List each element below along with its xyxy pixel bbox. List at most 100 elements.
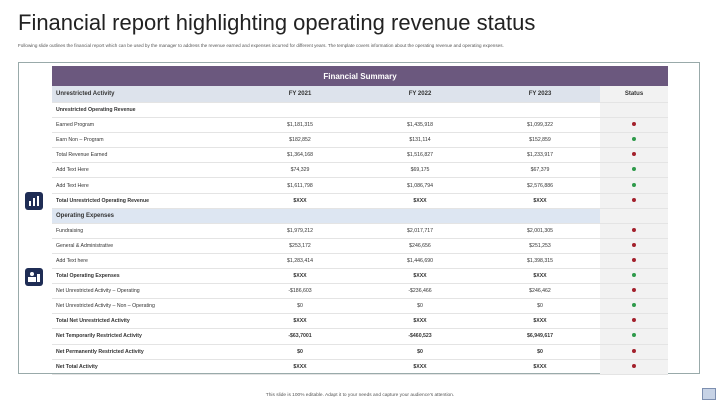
cell: [480, 208, 600, 224]
row-label: Operating Expenses: [52, 208, 240, 224]
status-dot: [632, 122, 637, 127]
cell: [360, 102, 480, 119]
row-label: Net Unrestricted Activity – Non – Operat…: [52, 298, 240, 315]
row-label: Net Unrestricted Activity – Operating: [52, 283, 240, 300]
people-icon: [25, 268, 43, 286]
cell: $1,979,212: [240, 223, 360, 239]
status-cell: [600, 193, 669, 209]
table-row: Total Revenue Earned $1,364,168 $1,516,827…: [52, 147, 669, 164]
nav-button[interactable]: [702, 388, 716, 400]
cell: $0: [240, 298, 360, 315]
status-cell: [600, 132, 669, 149]
row-label: Add Text here: [52, 253, 240, 270]
cell: $XXX: [360, 193, 480, 209]
status-dot: [632, 182, 637, 187]
status-dot: [632, 318, 637, 323]
status-cell: [600, 344, 669, 360]
cell: $XXX: [240, 359, 360, 375]
table-row: Earn Non – Program $182,852 $131,114 $152,8…: [52, 132, 669, 149]
cell: $2,001,305: [480, 223, 600, 239]
status-cell: [600, 253, 669, 270]
cell: $251,253: [480, 238, 600, 254]
row-label: Total Operating Expenses: [52, 268, 240, 285]
cell: $1,086,794: [360, 177, 480, 194]
status-dot: [632, 137, 637, 142]
table-row: Add Text Here $1,611,798 $1,086,794 $2,576,…: [52, 177, 669, 194]
row-label: Add Text Here: [52, 177, 240, 194]
table-row: Net Temporarily Restricted Activity -$63,…: [52, 328, 669, 345]
caption-row: Financial Summary: [52, 66, 669, 86]
cell: [480, 102, 600, 119]
cell: $6,949,617: [480, 328, 600, 345]
row-label: Net Total Activity: [52, 359, 240, 375]
chart-icon: [25, 192, 43, 210]
cell: $1,446,690: [360, 253, 480, 270]
status-cell: [600, 298, 669, 315]
cell: $67,379: [480, 162, 600, 179]
cell: $1,435,918: [360, 117, 480, 134]
cell: $XXX: [360, 268, 480, 285]
row-label: Net Temporarily Restricted Activity: [52, 328, 240, 345]
status-dot: [632, 273, 637, 278]
cell: -$63,7001: [240, 328, 360, 345]
footer-note: This slide is 100% editable. Adapt it to…: [265, 393, 455, 398]
status-cell: [600, 313, 669, 330]
table-row: Total Operating Expenses $XXX $XXX $XXX: [52, 268, 669, 285]
status-cell: [600, 208, 669, 224]
table-row: General & Administrative $253,172 $246,656…: [52, 238, 669, 254]
status-cell: [600, 359, 669, 375]
status-cell: [600, 162, 669, 179]
status-dot: [632, 333, 637, 338]
status-dot: [632, 363, 637, 368]
subtitle: Following slide outlines the financial r…: [18, 43, 504, 48]
table-row: Total Unrestricted Operating Revenue $XXX…: [52, 193, 669, 209]
cell: $XXX: [240, 268, 360, 285]
status-cell: [600, 223, 669, 239]
status-cell: [600, 238, 669, 254]
row-label: Add Text Here: [52, 162, 240, 179]
cell: $2,017,717: [360, 223, 480, 239]
row-label: Total Net Unrestricted Activity: [52, 313, 240, 330]
table-row: Earned Program $1,181,315 $1,435,918 $1,099…: [52, 117, 669, 134]
cell: $246,656: [360, 238, 480, 254]
cell: -$186,603: [240, 283, 360, 300]
cell: [240, 208, 360, 224]
cell: $253,172: [240, 238, 360, 254]
cell: $131,114: [360, 132, 480, 149]
cell: $XXX: [480, 193, 600, 209]
status-dot: [632, 303, 637, 308]
column-header: FY 2022: [360, 86, 480, 103]
column-header: FY 2021: [240, 86, 360, 103]
row-label: Total Revenue Earned: [52, 147, 240, 164]
row-label: Fundraising: [52, 223, 240, 239]
table-row: Total Net Unrestricted Activity $XXX $XXX $…: [52, 313, 669, 330]
cell: $2,576,886: [480, 177, 600, 194]
table-row: Net Unrestricted Activity – Operating -$1…: [52, 283, 669, 300]
cell: $152,859: [480, 132, 600, 149]
cell: $1,398,315: [480, 253, 600, 270]
cell: -$236,466: [360, 283, 480, 300]
financial-table: Financial Summary Unrestricted Activity FY…: [52, 66, 669, 375]
caption: Financial Summary: [52, 66, 669, 86]
status-cell: [600, 177, 669, 194]
cell: $0: [360, 344, 480, 360]
table-row: Net Total Activity $XXX $XXX $XXX: [52, 359, 669, 375]
cell: -$460,523: [360, 328, 480, 345]
cell: $XXX: [360, 359, 480, 375]
title: Financial report highlighting operating …: [18, 10, 536, 35]
cell: $1,283,414: [240, 253, 360, 270]
cell: $XXX: [240, 313, 360, 330]
row-label: Earn Non – Program: [52, 132, 240, 149]
cell: $1,611,798: [240, 177, 360, 194]
row-label: Total Unrestricted Operating Revenue: [52, 193, 240, 209]
status-dot: [632, 197, 637, 202]
row-label: Earned Program: [52, 117, 240, 134]
status-cell: [600, 268, 669, 285]
status-dot: [632, 257, 637, 262]
cell: $1,099,322: [480, 117, 600, 134]
status-dot: [632, 348, 637, 353]
cell: $XXX: [480, 268, 600, 285]
cell: $0: [240, 344, 360, 360]
table-row: Net Permanently Restricted Activity $0 $0 $…: [52, 344, 669, 360]
status-dot: [632, 242, 637, 247]
